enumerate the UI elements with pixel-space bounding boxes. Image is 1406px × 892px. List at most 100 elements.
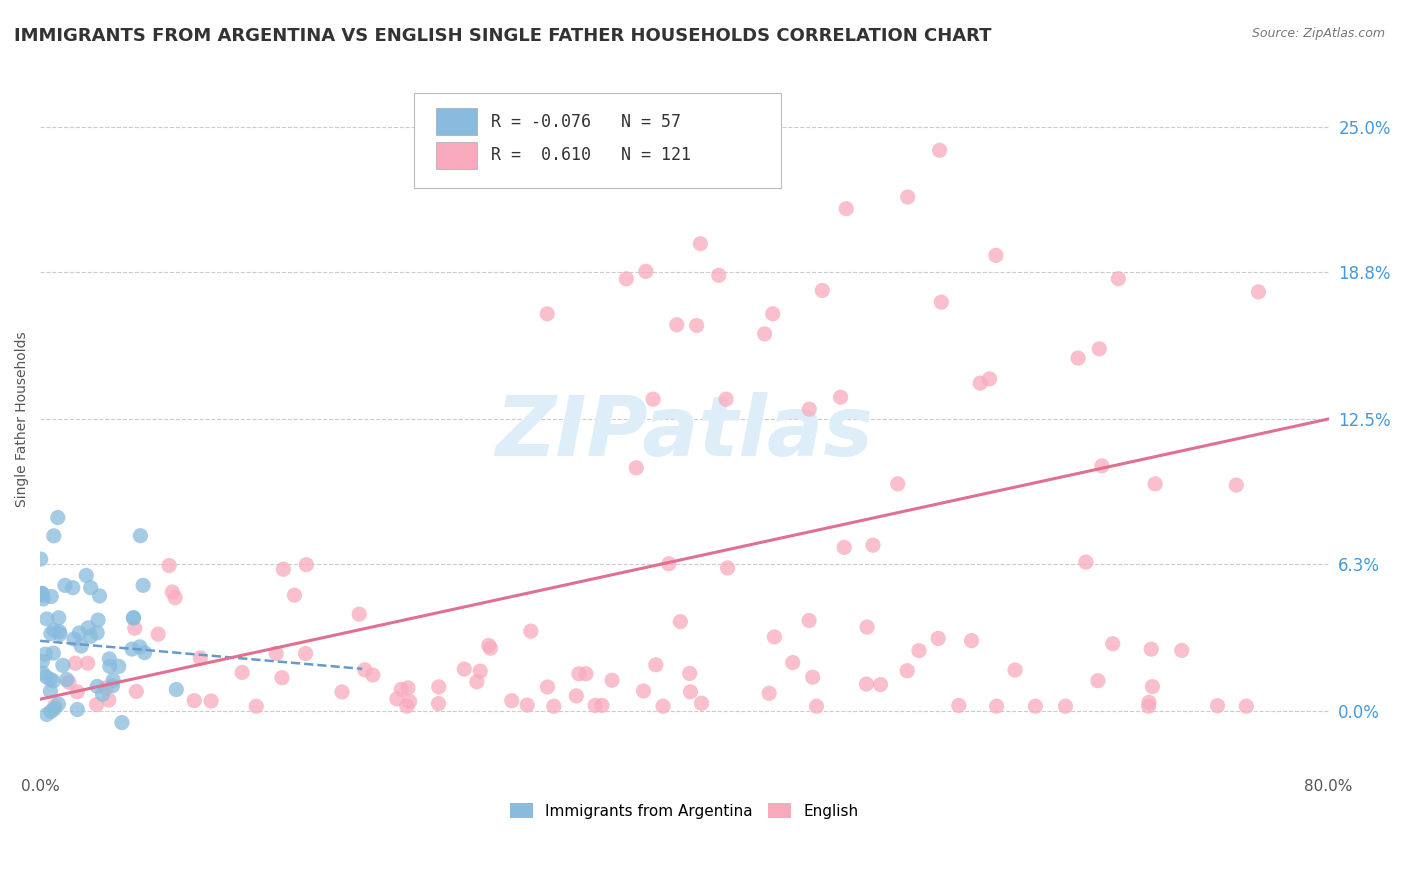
Point xyxy=(125,684,148,698)
Point xyxy=(39,673,62,687)
Point xyxy=(1144,476,1167,491)
Point xyxy=(183,693,205,707)
Point xyxy=(929,295,952,310)
Point xyxy=(66,702,89,716)
Point xyxy=(98,652,121,666)
Text: R = -0.076   N = 57: R = -0.076 N = 57 xyxy=(491,112,681,131)
Point xyxy=(758,686,780,700)
Point xyxy=(396,681,419,695)
Point xyxy=(35,707,58,722)
Point xyxy=(479,641,502,656)
Point xyxy=(162,585,184,599)
Point xyxy=(34,647,56,661)
Text: IMMIGRANTS FROM ARGENTINA VS ENGLISH SINGLE FATHER HOUSEHOLDS CORRELATION CHART: IMMIGRANTS FROM ARGENTINA VS ENGLISH SIN… xyxy=(14,27,991,45)
Point xyxy=(398,694,420,708)
Point xyxy=(643,392,665,407)
Point xyxy=(830,390,852,404)
Point xyxy=(984,248,1007,262)
Point xyxy=(633,684,655,698)
Point xyxy=(896,664,918,678)
Point xyxy=(46,510,69,524)
Point xyxy=(1142,680,1164,694)
Point xyxy=(1225,478,1247,492)
Point xyxy=(478,639,501,653)
Point xyxy=(762,307,785,321)
Point xyxy=(39,705,62,719)
Point xyxy=(52,658,75,673)
Point xyxy=(97,693,120,707)
Text: Source: ZipAtlas.com: Source: ZipAtlas.com xyxy=(1251,27,1385,40)
Point xyxy=(754,326,776,341)
Point xyxy=(1140,642,1163,657)
Point xyxy=(86,698,108,712)
Point xyxy=(67,626,90,640)
Point xyxy=(70,639,93,653)
Point xyxy=(716,561,738,575)
Point xyxy=(111,715,134,730)
Point xyxy=(134,646,156,660)
Point xyxy=(1024,699,1046,714)
Point xyxy=(31,665,53,680)
Point xyxy=(644,657,666,672)
Point xyxy=(86,625,108,640)
Point xyxy=(886,476,908,491)
Point xyxy=(75,568,97,582)
Point xyxy=(42,646,65,660)
Point xyxy=(427,697,450,711)
Point xyxy=(44,702,66,716)
Point xyxy=(128,640,150,654)
Point xyxy=(49,627,72,641)
Point xyxy=(679,685,702,699)
Point xyxy=(835,202,858,216)
Point xyxy=(782,656,804,670)
Point xyxy=(908,643,931,657)
Point xyxy=(763,630,786,644)
Point xyxy=(626,460,648,475)
Point xyxy=(165,591,187,605)
Point xyxy=(543,699,565,714)
Point xyxy=(264,646,287,660)
Point xyxy=(583,698,606,713)
Point xyxy=(501,694,523,708)
Point xyxy=(1087,673,1109,688)
FancyBboxPatch shape xyxy=(413,93,780,187)
Point xyxy=(1107,272,1129,286)
Point xyxy=(536,680,558,694)
Point xyxy=(271,671,294,685)
Point xyxy=(31,586,53,600)
Point xyxy=(231,665,253,680)
Point xyxy=(1004,663,1026,677)
Point xyxy=(969,376,991,391)
Text: ZIPatlas: ZIPatlas xyxy=(495,392,873,474)
Point xyxy=(516,698,538,712)
Point xyxy=(132,578,155,592)
Point xyxy=(897,190,920,204)
Point xyxy=(122,611,145,625)
Point xyxy=(536,307,558,321)
Point xyxy=(39,590,62,604)
Point xyxy=(101,679,124,693)
Point xyxy=(188,651,211,665)
Point xyxy=(652,699,675,714)
Point xyxy=(157,558,180,573)
Point xyxy=(862,538,884,552)
Bar xyxy=(436,142,477,169)
Point xyxy=(1234,699,1257,714)
Point xyxy=(1137,695,1160,709)
Point xyxy=(591,698,613,713)
Point xyxy=(42,529,65,543)
Point xyxy=(614,272,637,286)
Point xyxy=(58,675,80,690)
Point xyxy=(76,657,98,671)
Point xyxy=(520,624,543,639)
Point xyxy=(107,659,129,673)
Point xyxy=(42,673,65,688)
Point xyxy=(129,529,152,543)
Point xyxy=(165,682,187,697)
Point xyxy=(575,666,598,681)
Point xyxy=(690,696,713,710)
Point xyxy=(48,611,70,625)
Point xyxy=(361,668,384,682)
Point xyxy=(568,666,591,681)
Point xyxy=(855,677,877,691)
